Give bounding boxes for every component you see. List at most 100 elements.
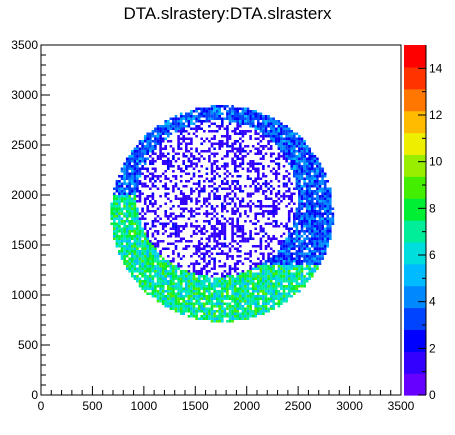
histogram-cell (275, 220, 278, 223)
histogram-cell (295, 230, 299, 233)
histogram-cell (272, 260, 275, 263)
histogram-cell (167, 302, 170, 305)
histogram-cell (249, 287, 252, 290)
histogram-cell (169, 127, 173, 130)
histogram-cell (208, 125, 211, 128)
histogram-cell (303, 217, 306, 220)
histogram-cell (151, 257, 155, 260)
histogram-cell (311, 175, 314, 178)
histogram-cell (208, 117, 211, 120)
histogram-cell (177, 227, 180, 230)
histogram-cell (295, 280, 299, 283)
histogram-cell (213, 302, 216, 305)
histogram-cell (143, 270, 147, 273)
histogram-cell (123, 227, 126, 230)
histogram-cell (138, 172, 142, 175)
histogram-cell (192, 172, 196, 175)
histogram-cell (236, 155, 239, 158)
histogram-cell (262, 182, 265, 185)
histogram-cell (169, 220, 173, 223)
histogram-cell (123, 245, 126, 248)
histogram-cell (226, 312, 229, 315)
histogram-cell (236, 115, 239, 118)
histogram-cell (143, 212, 147, 215)
histogram-cell (321, 187, 324, 190)
histogram-cell (115, 180, 119, 183)
histogram-cell (177, 307, 180, 310)
histogram-cell (174, 215, 178, 218)
histogram-cell (246, 292, 250, 295)
histogram-cell (318, 170, 322, 173)
histogram-cell (128, 190, 131, 193)
histogram-cell (146, 235, 149, 238)
histogram-cell (318, 232, 322, 235)
histogram-cell (210, 162, 214, 165)
histogram-cell (249, 205, 252, 208)
histogram-cell (226, 202, 229, 205)
histogram-cell (192, 252, 196, 255)
histogram-cell (210, 117, 214, 120)
histogram-cell (290, 195, 293, 198)
histogram-cell (123, 162, 126, 165)
histogram-cell (236, 157, 239, 160)
histogram-cell (311, 270, 314, 273)
histogram-cell (149, 285, 152, 288)
histogram-cell (169, 305, 173, 308)
histogram-cell (200, 257, 203, 260)
histogram-cell (164, 155, 167, 158)
histogram-cell (143, 247, 147, 250)
histogram-cell (300, 157, 304, 160)
histogram-cell (267, 307, 270, 310)
histogram-cell (300, 285, 304, 288)
histogram-cell (262, 270, 265, 273)
histogram-cell (313, 237, 317, 240)
histogram-cell (321, 195, 324, 198)
histogram-cell (133, 230, 137, 233)
histogram-cell (190, 110, 193, 113)
histogram-cell (161, 285, 165, 288)
histogram-cell (257, 125, 260, 128)
histogram-cell (329, 200, 332, 203)
histogram-cell (197, 175, 201, 178)
histogram-cell (326, 200, 329, 203)
histogram-cell (233, 247, 237, 250)
histogram-cell (262, 115, 265, 118)
histogram-cell (318, 225, 322, 228)
histogram-cell (154, 252, 157, 255)
histogram-cell (197, 107, 201, 110)
histogram-cell (295, 177, 299, 180)
histogram-cell (215, 125, 219, 128)
histogram-cell (231, 210, 234, 213)
histogram-cell (167, 127, 170, 130)
histogram-cell (303, 277, 306, 280)
histogram-cell (159, 137, 162, 140)
histogram-cell (300, 150, 304, 153)
histogram-cell (246, 302, 250, 305)
histogram-cell (151, 220, 155, 223)
histogram-cell (298, 267, 301, 270)
histogram-cell (221, 215, 224, 218)
histogram-cell (257, 220, 260, 223)
histogram-cell (298, 210, 301, 213)
histogram-cell (185, 137, 188, 140)
histogram-cell (285, 267, 288, 270)
histogram-cell (267, 147, 270, 150)
histogram-cell (146, 242, 149, 245)
histogram-cell (190, 297, 193, 300)
histogram-cell (308, 157, 311, 160)
x-tick-label: 500 (82, 399, 102, 413)
histogram-cell (208, 310, 211, 313)
histogram-cell (213, 182, 216, 185)
histogram-cell (285, 127, 288, 130)
histogram-cell (179, 282, 183, 285)
histogram-cell (290, 140, 293, 143)
histogram-cell (249, 162, 252, 165)
histogram-cell (174, 130, 178, 133)
histogram-cell (233, 310, 237, 313)
histogram-cell (221, 205, 224, 208)
histogram-cell (143, 200, 147, 203)
histogram-cell (118, 252, 121, 255)
histogram-cell (185, 300, 188, 303)
histogram-cell (226, 182, 229, 185)
histogram-cell (151, 252, 155, 255)
